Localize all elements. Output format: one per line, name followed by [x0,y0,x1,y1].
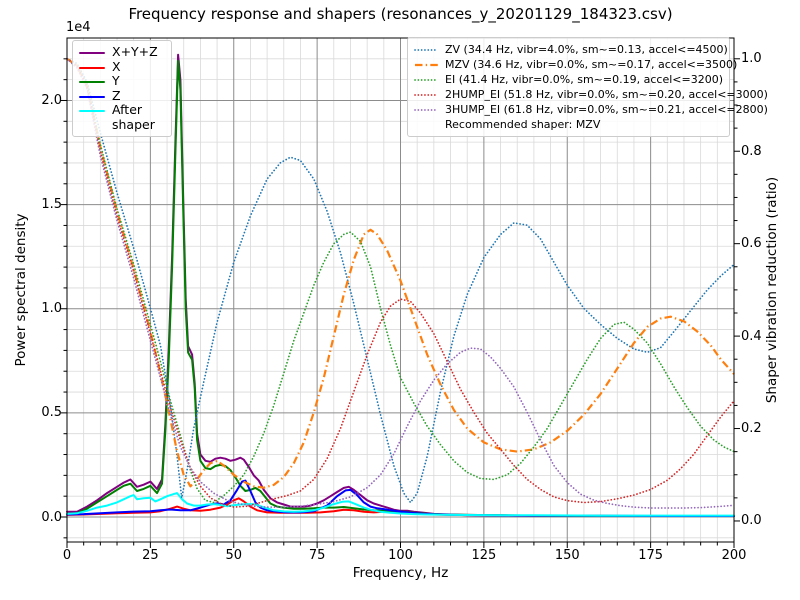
legend-item-mzv: MZV (34.6 Hz, vibr=0.0%, sm~=0.17, accel… [414,57,737,72]
x-tick-label-0: 0 [62,548,72,563]
legend-line-sample-after-shaper [79,103,105,117]
legend-psd: X+Y+Z X Y Z After shaper [72,40,172,137]
legend-item-2hump-ei: 2HUMP_EI (51.8 Hz, vibr=0.0%, sm~=0.20, … [414,87,768,102]
legend-sample-line [414,79,439,81]
legend-line-sample-y [79,74,105,88]
legend-line-sample-xyz [79,45,105,59]
legend-line-sample-z [79,89,105,103]
x-tick-label-125: 125 [471,548,497,563]
y-left-tick-label-1.0: 1.0 [41,301,62,317]
legend-line-sample-2hump-ei [414,87,439,101]
legend-line-sample-ei [414,72,439,86]
y-right-tick-label-0.8: 0.8 [741,143,762,159]
series-shaper-mzv [66,57,735,489]
legend-label-z: Z [112,87,121,103]
legend-item-xyz: X+Y+Z [79,44,164,60]
y-right-tick-label-1.0: 1.0 [741,51,762,67]
y-axis-label-left: Power spectral density [13,213,29,367]
y-right-tick-label-0.6: 0.6 [741,236,762,252]
legend-label-2hump-ei: 2HUMP_EI (51.8 Hz, vibr=0.0%, sm~=0.20, … [445,88,768,101]
legend-sample-line [414,49,439,51]
legend-label-after-shaper: After shaper [112,102,155,132]
legend-item-z: Z [79,87,164,104]
legend-label-zv: ZV (34.4 Hz, vibr=4.0%, sm~=0.13, accel<… [445,43,728,56]
legend-line-sample-3hump-ei [414,102,439,116]
legend-sample-line [79,95,105,98]
y-left-tick-label-0.0: 0.0 [41,509,62,525]
y-left-tick-label-1.5: 1.5 [41,197,62,213]
legend-item-zv: ZV (34.4 Hz, vibr=4.0%, sm~=0.13, accel<… [414,42,728,57]
series-shaper-zv [66,57,735,504]
legend-label-mzv: MZV (34.6 Hz, vibr=0.0%, sm~=0.17, accel… [445,58,738,71]
legend-item-recommended: Recommended shaper: MZV [414,117,722,132]
x-tick-label-50: 50 [225,548,243,563]
x-axis-label: Frequency, Hz [352,565,449,581]
y-right-tick-label-0.4: 0.4 [741,328,762,344]
legend-sample-line [79,81,105,83]
legend-label-ei: EI (41.4 Hz, vibr=0.0%, sm~=0.19, accel<… [445,73,723,86]
y-left-tick-label-0.5: 0.5 [41,405,62,421]
legend-sample-line [79,66,105,69]
legend-sample-line [79,52,105,54]
psd-curves [66,53,735,517]
legend-sample-line [414,109,439,111]
y-axis-label-right: Shaper vibration reduction (ratio) [764,176,780,404]
legend-item-3hump-ei: 3HUMP_EI (61.8 Hz, vibr=0.0%, sm~=0.21, … [414,102,768,117]
y-right-tick-label-0.2: 0.2 [741,421,762,437]
legend-label-3hump-ei: 3HUMP_EI (61.8 Hz, vibr=0.0%, sm~=0.21, … [445,103,768,116]
legend-line-sample-empty [414,117,439,131]
series-shaper-3hump-ei [66,57,735,509]
axes [61,37,740,548]
y-left-tick-label-2.0: 2.0 [41,92,62,108]
x-tick-label-200: 200 [721,548,747,563]
legend-line-sample-mzv [414,57,439,71]
y-right-tick-label-0.0: 0.0 [741,513,762,529]
legend-label-recommended: Recommended shaper: MZV [445,118,601,131]
legend-sample-line [415,63,438,67]
shaper-curves [66,57,735,509]
y-axis-offset-label: 1e4 [66,20,91,35]
legend-line-sample-x [79,60,105,74]
series-psd-after-shaper [66,492,735,517]
legend-label-y: Y [112,73,120,88]
x-tick-label-100: 100 [388,548,413,563]
legend-shapers: ZV (34.4 Hz, vibr=4.0%, sm~=0.13, accel<… [407,37,768,137]
chart-title: Frequency response and shapers (resonanc… [128,5,673,23]
legend-sample-line [414,94,439,96]
legend-label-xyz: X+Y+Z [112,44,158,59]
series-psd-y [66,59,735,517]
x-tick-label-25: 25 [142,548,159,563]
legend-item-ei: EI (41.4 Hz, vibr=0.0%, sm~=0.19, accel<… [414,72,723,87]
series-shaper-ei [66,57,735,504]
x-tick-label-175: 175 [638,548,664,563]
x-tick-label-150: 150 [554,548,580,563]
legend-sample-line [79,110,105,112]
legend-item-x: X [79,58,164,75]
legend-item-after-shaper: After shaper [79,102,164,132]
x-tick-label-75: 75 [308,548,326,563]
legend-item-y: Y [79,73,164,89]
legend-label-x: X [112,58,121,74]
legend-line-sample-zv [414,42,439,56]
series-shaper-2hump-ei [66,57,735,508]
